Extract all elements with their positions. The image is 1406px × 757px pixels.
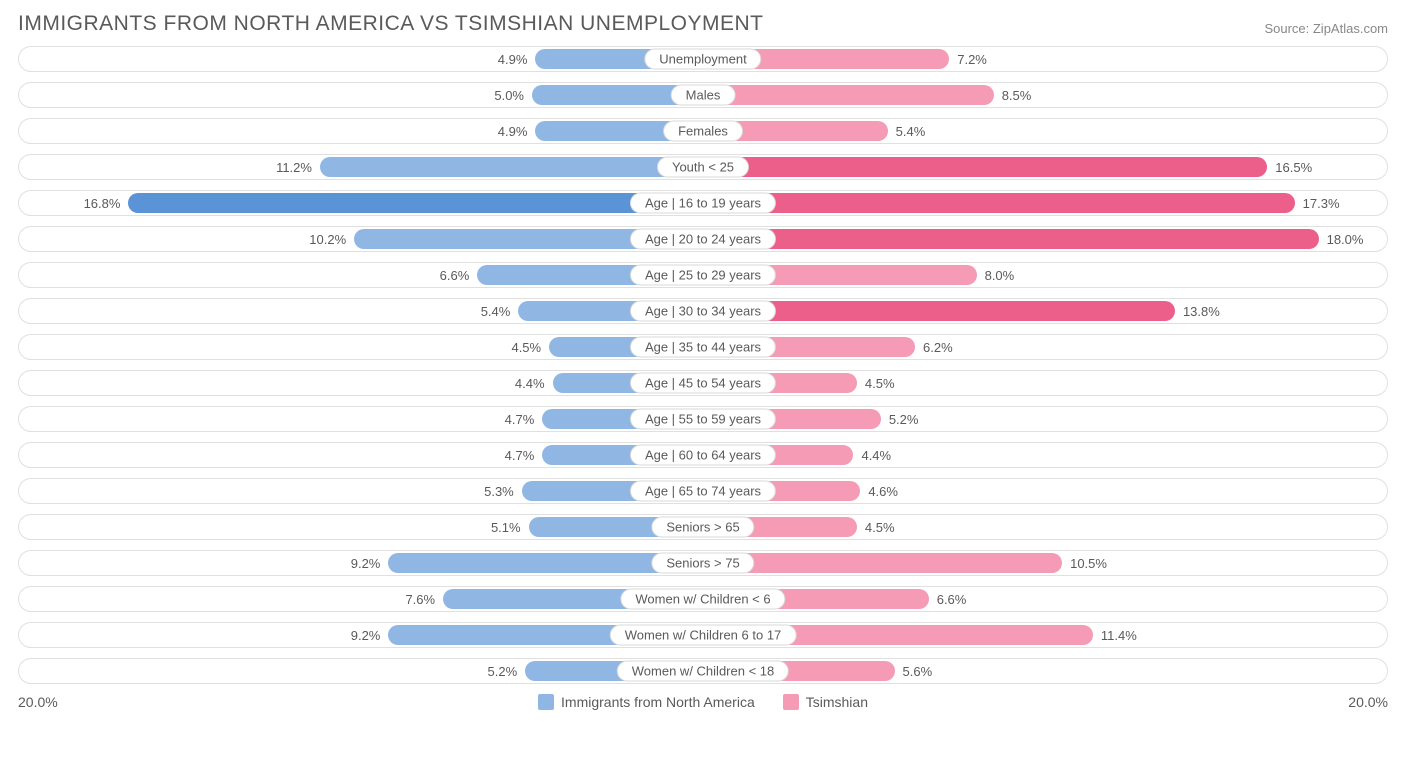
- category-label: Age | 16 to 19 years: [630, 193, 776, 214]
- chart-row: 4.9% 5.4% Females: [18, 118, 1388, 144]
- category-label: Age | 45 to 54 years: [630, 373, 776, 394]
- chart-row: 5.3% 4.6% Age | 65 to 74 years: [18, 478, 1388, 504]
- value-left: 11.2%: [276, 155, 320, 179]
- value-left: 4.9%: [498, 119, 536, 143]
- category-label: Seniors > 75: [651, 553, 754, 574]
- chart-title: IMMIGRANTS FROM NORTH AMERICA VS TSIMSHI…: [18, 12, 763, 36]
- value-left: 16.8%: [84, 191, 129, 215]
- category-label: Women w/ Children 6 to 17: [610, 625, 797, 646]
- chart-row: 5.1% 4.5% Seniors > 65: [18, 514, 1388, 540]
- chart-row: 5.2% 5.6% Women w/ Children < 18: [18, 658, 1388, 684]
- value-right: 6.2%: [915, 335, 953, 359]
- value-right: 4.5%: [857, 371, 895, 395]
- value-left: 4.4%: [515, 371, 553, 395]
- category-label: Age | 25 to 29 years: [630, 265, 776, 286]
- value-right: 7.2%: [949, 47, 987, 71]
- value-right: 16.5%: [1267, 155, 1312, 179]
- category-label: Age | 30 to 34 years: [630, 301, 776, 322]
- value-left: 9.2%: [351, 623, 389, 647]
- chart-row: 9.2% 10.5% Seniors > 75: [18, 550, 1388, 576]
- value-right: 6.6%: [929, 587, 967, 611]
- chart-row: 4.4% 4.5% Age | 45 to 54 years: [18, 370, 1388, 396]
- value-left: 4.9%: [498, 47, 536, 71]
- chart-row: 16.8% 17.3% Age | 16 to 19 years: [18, 190, 1388, 216]
- value-right: 8.5%: [994, 83, 1032, 107]
- value-right: 11.4%: [1093, 623, 1137, 647]
- value-right: 18.0%: [1319, 227, 1364, 251]
- value-left: 4.7%: [505, 443, 543, 467]
- category-label: Women w/ Children < 18: [617, 661, 789, 682]
- value-right: 5.2%: [881, 407, 919, 431]
- chart-legend: Immigrants from North America Tsimshian: [538, 694, 868, 710]
- bar-right: [703, 229, 1319, 249]
- category-label: Age | 60 to 64 years: [630, 445, 776, 466]
- legend-swatch-right: [783, 694, 799, 710]
- value-left: 5.4%: [481, 299, 519, 323]
- category-label: Unemployment: [644, 49, 761, 70]
- bar-left: [320, 157, 703, 177]
- bar-right: [703, 157, 1267, 177]
- chart-row: 4.5% 6.2% Age | 35 to 44 years: [18, 334, 1388, 360]
- value-left: 7.6%: [405, 587, 443, 611]
- category-label: Age | 35 to 44 years: [630, 337, 776, 358]
- value-left: 5.2%: [488, 659, 526, 683]
- chart-row: 5.0% 8.5% Males: [18, 82, 1388, 108]
- category-label: Age | 20 to 24 years: [630, 229, 776, 250]
- chart-row: 4.7% 5.2% Age | 55 to 59 years: [18, 406, 1388, 432]
- chart-row: 5.4% 13.8% Age | 30 to 34 years: [18, 298, 1388, 324]
- category-label: Youth < 25: [657, 157, 749, 178]
- chart-source: Source: ZipAtlas.com: [1264, 21, 1388, 36]
- chart-row: 10.2% 18.0% Age | 20 to 24 years: [18, 226, 1388, 252]
- chart-row: 4.9% 7.2% Unemployment: [18, 46, 1388, 72]
- category-label: Age | 55 to 59 years: [630, 409, 776, 430]
- legend-label-right: Tsimshian: [806, 694, 868, 710]
- value-left: 4.7%: [505, 407, 543, 431]
- value-right: 4.4%: [853, 443, 891, 467]
- value-left: 5.0%: [494, 83, 532, 107]
- value-left: 9.2%: [351, 551, 389, 575]
- legend-label-left: Immigrants from North America: [561, 694, 755, 710]
- chart-row: 4.7% 4.4% Age | 60 to 64 years: [18, 442, 1388, 468]
- value-left: 5.1%: [491, 515, 529, 539]
- value-right: 4.5%: [857, 515, 895, 539]
- axis-right-max: 20.0%: [1348, 694, 1388, 710]
- value-left: 10.2%: [309, 227, 354, 251]
- value-right: 4.6%: [860, 479, 898, 503]
- value-right: 5.4%: [888, 119, 926, 143]
- chart-row: 11.2% 16.5% Youth < 25: [18, 154, 1388, 180]
- value-right: 17.3%: [1295, 191, 1340, 215]
- value-left: 4.5%: [511, 335, 549, 359]
- category-label: Seniors > 65: [651, 517, 754, 538]
- value-right: 13.8%: [1175, 299, 1220, 323]
- diverging-bar-chart: 4.9% 7.2% Unemployment 5.0% 8.5% Males 4.9% 5.4…: [18, 46, 1388, 684]
- legend-item-left: Immigrants from North America: [538, 694, 755, 710]
- chart-row: 9.2% 11.4% Women w/ Children 6 to 17: [18, 622, 1388, 648]
- legend-item-right: Tsimshian: [783, 694, 868, 710]
- bar-right: [703, 193, 1295, 213]
- bar-right: [703, 85, 994, 105]
- chart-row: 6.6% 8.0% Age | 25 to 29 years: [18, 262, 1388, 288]
- value-right: 5.6%: [895, 659, 933, 683]
- axis-left-max: 20.0%: [18, 694, 58, 710]
- chart-row: 7.6% 6.6% Women w/ Children < 6: [18, 586, 1388, 612]
- category-label: Age | 65 to 74 years: [630, 481, 776, 502]
- category-label: Women w/ Children < 6: [620, 589, 785, 610]
- value-left: 6.6%: [440, 263, 478, 287]
- value-left: 5.3%: [484, 479, 522, 503]
- bar-right: [703, 553, 1062, 573]
- category-label: Females: [663, 121, 743, 142]
- bar-left: [128, 193, 703, 213]
- value-right: 8.0%: [977, 263, 1015, 287]
- category-label: Males: [671, 85, 736, 106]
- value-right: 10.5%: [1062, 551, 1107, 575]
- legend-swatch-left: [538, 694, 554, 710]
